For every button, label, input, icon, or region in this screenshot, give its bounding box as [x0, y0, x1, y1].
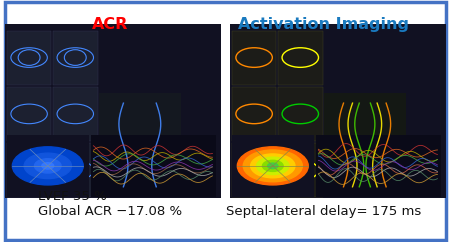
Circle shape: [237, 147, 308, 185]
Text: Septal-lateral delay= 175 ms: Septal-lateral delay= 175 ms: [226, 205, 422, 218]
FancyBboxPatch shape: [232, 87, 276, 141]
Circle shape: [24, 153, 72, 179]
FancyBboxPatch shape: [232, 135, 314, 197]
Text: ACR: ACR: [92, 17, 128, 32]
FancyBboxPatch shape: [7, 87, 51, 141]
Circle shape: [268, 163, 278, 169]
FancyBboxPatch shape: [7, 135, 89, 197]
FancyBboxPatch shape: [91, 135, 216, 197]
FancyBboxPatch shape: [53, 143, 98, 197]
FancyBboxPatch shape: [4, 24, 220, 198]
Circle shape: [256, 157, 289, 175]
Circle shape: [262, 160, 283, 171]
FancyBboxPatch shape: [4, 2, 446, 240]
Text: LVEF 35 %
Global ACR −17.08 %: LVEF 35 % Global ACR −17.08 %: [38, 190, 182, 218]
FancyBboxPatch shape: [230, 24, 446, 198]
Circle shape: [35, 159, 61, 173]
FancyBboxPatch shape: [278, 30, 323, 84]
FancyBboxPatch shape: [53, 30, 98, 84]
FancyBboxPatch shape: [278, 143, 323, 197]
FancyBboxPatch shape: [316, 135, 441, 197]
FancyBboxPatch shape: [99, 93, 181, 197]
FancyBboxPatch shape: [232, 143, 276, 197]
Circle shape: [42, 163, 54, 169]
Circle shape: [12, 147, 83, 185]
Text: Activation Imaging: Activation Imaging: [238, 17, 410, 32]
FancyBboxPatch shape: [7, 143, 51, 197]
FancyBboxPatch shape: [324, 93, 406, 197]
FancyBboxPatch shape: [53, 87, 98, 141]
FancyBboxPatch shape: [7, 30, 51, 84]
FancyBboxPatch shape: [278, 87, 323, 141]
FancyBboxPatch shape: [232, 30, 276, 84]
Circle shape: [251, 154, 295, 178]
Circle shape: [243, 150, 302, 182]
